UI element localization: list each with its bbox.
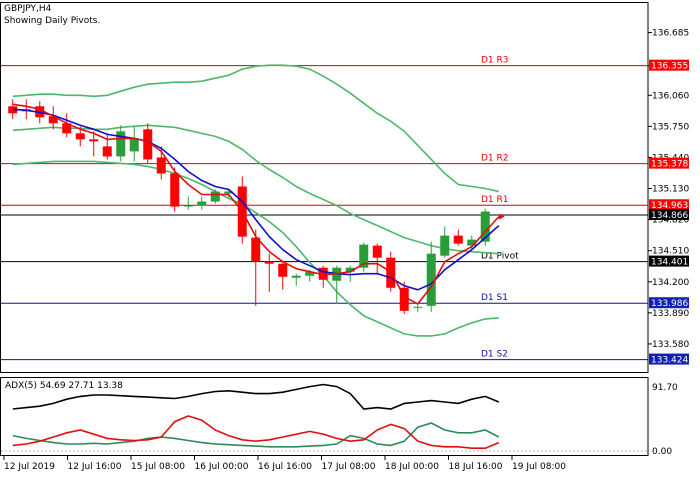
current-price-tag-text: 134.866 [651,211,688,221]
candle-body-23 [318,267,328,280]
x-tick-label-4: 16 Jul 16:00 [258,462,312,472]
x-tick-label-6: 18 Jul 00:00 [385,462,439,472]
candle-body-29 [399,287,409,311]
pivot-price-tag-text-2: 134.963 [651,201,688,211]
candle-body-31 [426,253,436,306]
pivot-label-2: D1 R1 [481,195,509,205]
y-tick-label-0: 136.685 [652,29,689,39]
pivot-price-tag-text-1: 135.378 [651,160,688,170]
envelope-upper-line [12,64,499,193]
y-tick-label-5: 135.130 [652,185,689,195]
ema-slow-line [12,108,500,291]
candle-body-33 [453,235,463,244]
pivot-price-tag-0 [649,59,689,71]
adx-indicator-label: ADX(5) 54.69 27.71 13.38 [5,381,123,391]
candle-body-7 [102,146,112,157]
candle-body-13 [183,205,193,207]
candle-body-10 [143,129,153,160]
candle-body-20 [278,263,288,277]
current-price-tag [649,208,689,220]
candle-body-32 [440,235,450,256]
pivot-label-0: D1 R3 [481,56,509,66]
chart-subtitle: Showing Daily Pivots. [4,16,101,26]
candle-body-25 [345,267,355,272]
adx-minus-di-line [12,415,500,450]
candle-body-15 [210,191,220,202]
price-panel-frame [0,2,649,373]
candle-body-11 [156,157,166,174]
pivot-label-1: D1 R2 [481,154,509,164]
pivot-label-3: D1 Pivot [481,252,519,262]
x-tick-label-8: 19 Jul 08:00 [512,462,566,472]
x-tick-label-7: 18 Jul 16:00 [449,462,503,472]
x-tick-label-0: 12 Jul 2019 [4,462,55,472]
pivot-label-4: D1 S1 [481,293,508,303]
candle-body-6 [89,139,99,142]
candle-body-26 [359,244,369,268]
x-tick-label-3: 16 Jul 00:00 [195,462,249,472]
candle-body-12 [170,173,180,207]
candle-body-4 [62,123,72,134]
current-bar-marker-icon [498,213,505,220]
x-tick-label-1: 12 Jul 16:00 [68,462,122,472]
pivot-price-tag-text-4: 133.986 [651,299,688,309]
pivot-price-tag-text-3: 134.401 [651,258,688,268]
y-tick-label-8: 134.200 [652,278,689,288]
candle-body-22 [305,271,315,276]
pivot-price-tag-5 [649,353,689,365]
x-tick-label-5: 17 Jul 08:00 [322,462,376,472]
adx-panel-frame [0,377,649,456]
pivot-label-5: D1 S2 [481,350,508,360]
pivot-price-tag-text-0: 136.355 [651,62,688,72]
adx-y-tick-label-0: 91.70 [652,383,678,393]
pivot-price-tag-text-5: 133.424 [651,356,688,366]
candle-body-19 [264,261,274,264]
candle-body-30 [413,306,423,308]
candle-body-8 [116,131,126,157]
ema-fast-line [12,103,500,305]
candle-body-14 [197,201,207,206]
candle-body-21 [291,275,301,278]
y-tick-label-3: 135.750 [652,122,689,132]
pivot-price-tag-2 [649,199,689,211]
candle-body-5 [75,133,85,140]
candle-body-27 [372,245,382,258]
pivot-price-tag-4 [649,297,689,309]
pivot-price-tag-1 [649,157,689,169]
candle-body-9 [129,138,139,152]
adx-plus-di-line [12,422,500,448]
symbol-label: GBPJPY,H4 [4,4,52,14]
adx-y-tick-label-1: 0.00 [652,447,672,457]
y-tick-label-2: 136.060 [652,91,689,101]
candle-body-3 [48,116,58,124]
y-tick-label-7: 134.510 [652,247,689,257]
candle-body-35 [480,211,490,242]
adx-main-line [12,383,500,410]
y-tick-label-6: 134.820 [652,216,689,226]
candle-body-16 [224,191,234,194]
y-tick-label-9: 133.890 [652,309,689,319]
candle-body-34 [467,239,477,246]
y-tick-label-10: 133.580 [652,340,689,350]
envelope-lower-line [12,160,499,337]
x-tick-label-2: 15 Jul 08:00 [131,462,185,472]
pivot-price-tag-3 [649,255,689,267]
candle-body-18 [251,237,261,262]
candle-body-0 [8,106,18,114]
